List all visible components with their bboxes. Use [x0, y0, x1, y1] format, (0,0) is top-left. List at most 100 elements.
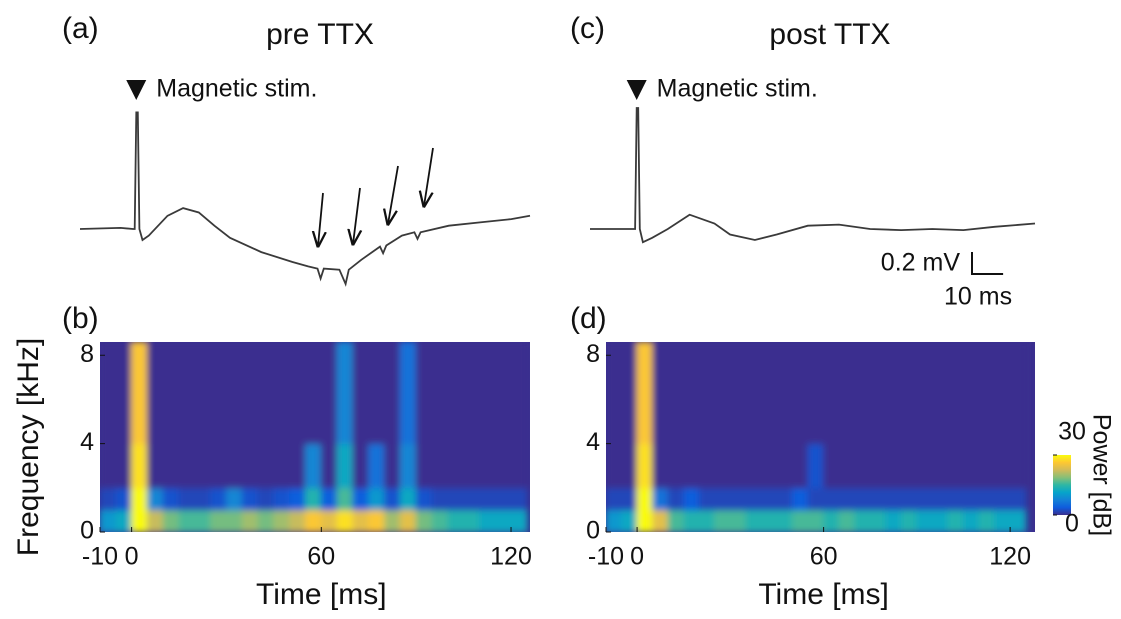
panel-title: post TTX [769, 18, 890, 51]
arrow [424, 147, 434, 206]
cell [463, 509, 480, 532]
cell [510, 342, 528, 445]
cell [667, 487, 685, 511]
stim-marker [626, 80, 647, 100]
spectrogram [100, 342, 530, 532]
cell [225, 342, 243, 445]
y-tick-label: 8 [80, 340, 94, 368]
cell [399, 342, 417, 445]
cell [994, 487, 1011, 511]
cell [714, 487, 731, 511]
cell [352, 443, 370, 489]
cell [384, 509, 401, 532]
cell [241, 443, 259, 489]
cell [415, 443, 433, 489]
cell [478, 443, 496, 489]
y-tick-label: 0 [586, 517, 600, 545]
cell [729, 342, 747, 445]
cell [854, 443, 871, 489]
cell [510, 443, 528, 489]
cell [447, 443, 465, 489]
x-tick-label: 120 [490, 543, 532, 571]
cell [463, 443, 480, 489]
cell [947, 443, 964, 489]
cell [869, 487, 887, 511]
cell [368, 443, 386, 489]
cell [352, 509, 370, 532]
scale-label-x: 10 ms [944, 283, 1012, 311]
cell [178, 342, 196, 445]
scale-bar [971, 252, 1004, 275]
cell [399, 443, 417, 489]
cell [100, 342, 117, 445]
cell [463, 342, 480, 445]
cell [916, 342, 933, 445]
x-axis-label: Time [ms] [758, 578, 889, 611]
cell [399, 509, 417, 532]
cell [854, 342, 871, 445]
cell [745, 509, 762, 532]
cell [273, 443, 291, 489]
cell [146, 342, 164, 445]
cell [683, 487, 700, 511]
cell [131, 487, 148, 511]
cell [823, 342, 840, 445]
cell [652, 509, 669, 532]
cell [162, 487, 180, 511]
cell [320, 443, 338, 489]
arrow [388, 165, 399, 224]
cell [900, 509, 918, 532]
cell [854, 487, 871, 511]
x-tick-label: 60 [810, 543, 838, 571]
cell [273, 487, 291, 511]
cell [131, 509, 148, 532]
stim-marker [126, 80, 147, 100]
x-tick-label: -10 [82, 543, 118, 571]
cell [606, 342, 623, 445]
cell [162, 509, 180, 532]
cell [621, 443, 638, 489]
cell [714, 342, 731, 445]
cell [431, 342, 449, 445]
cell [399, 487, 417, 511]
cell [131, 443, 148, 489]
y-axis-label: Frequency [kHz] [12, 338, 45, 556]
cell [210, 509, 227, 532]
cell [760, 509, 778, 532]
spectrogram-cells [606, 342, 1027, 532]
x-tick-label: -10 [588, 543, 624, 571]
panel-title: pre TTX [266, 18, 374, 51]
cell [305, 443, 322, 489]
cell [931, 487, 949, 511]
cell [494, 342, 512, 445]
cell [289, 342, 307, 445]
cell [652, 487, 669, 511]
cell [698, 443, 716, 489]
cell [838, 487, 856, 511]
cell [947, 509, 964, 532]
cell [447, 509, 465, 532]
cell [916, 509, 933, 532]
cell [241, 509, 259, 532]
arrow [318, 192, 323, 246]
cell [606, 487, 623, 511]
y-tick-label: 8 [586, 340, 600, 368]
cell [994, 509, 1011, 532]
cell [115, 487, 133, 511]
cell [636, 342, 654, 445]
stim-annotation: Magnetic stim. [657, 75, 818, 103]
trace [79, 111, 531, 287]
cell [210, 342, 227, 445]
colorbar-tick-label: 0 [1065, 510, 1079, 538]
spectrogram-cells [100, 342, 528, 532]
cell [194, 509, 212, 532]
cell [210, 487, 227, 511]
cell [241, 487, 259, 511]
cell [869, 509, 887, 532]
cell [225, 509, 243, 532]
cell [776, 342, 794, 445]
cell [115, 342, 133, 445]
cell [241, 342, 259, 445]
cell [384, 443, 401, 489]
cell [900, 443, 918, 489]
